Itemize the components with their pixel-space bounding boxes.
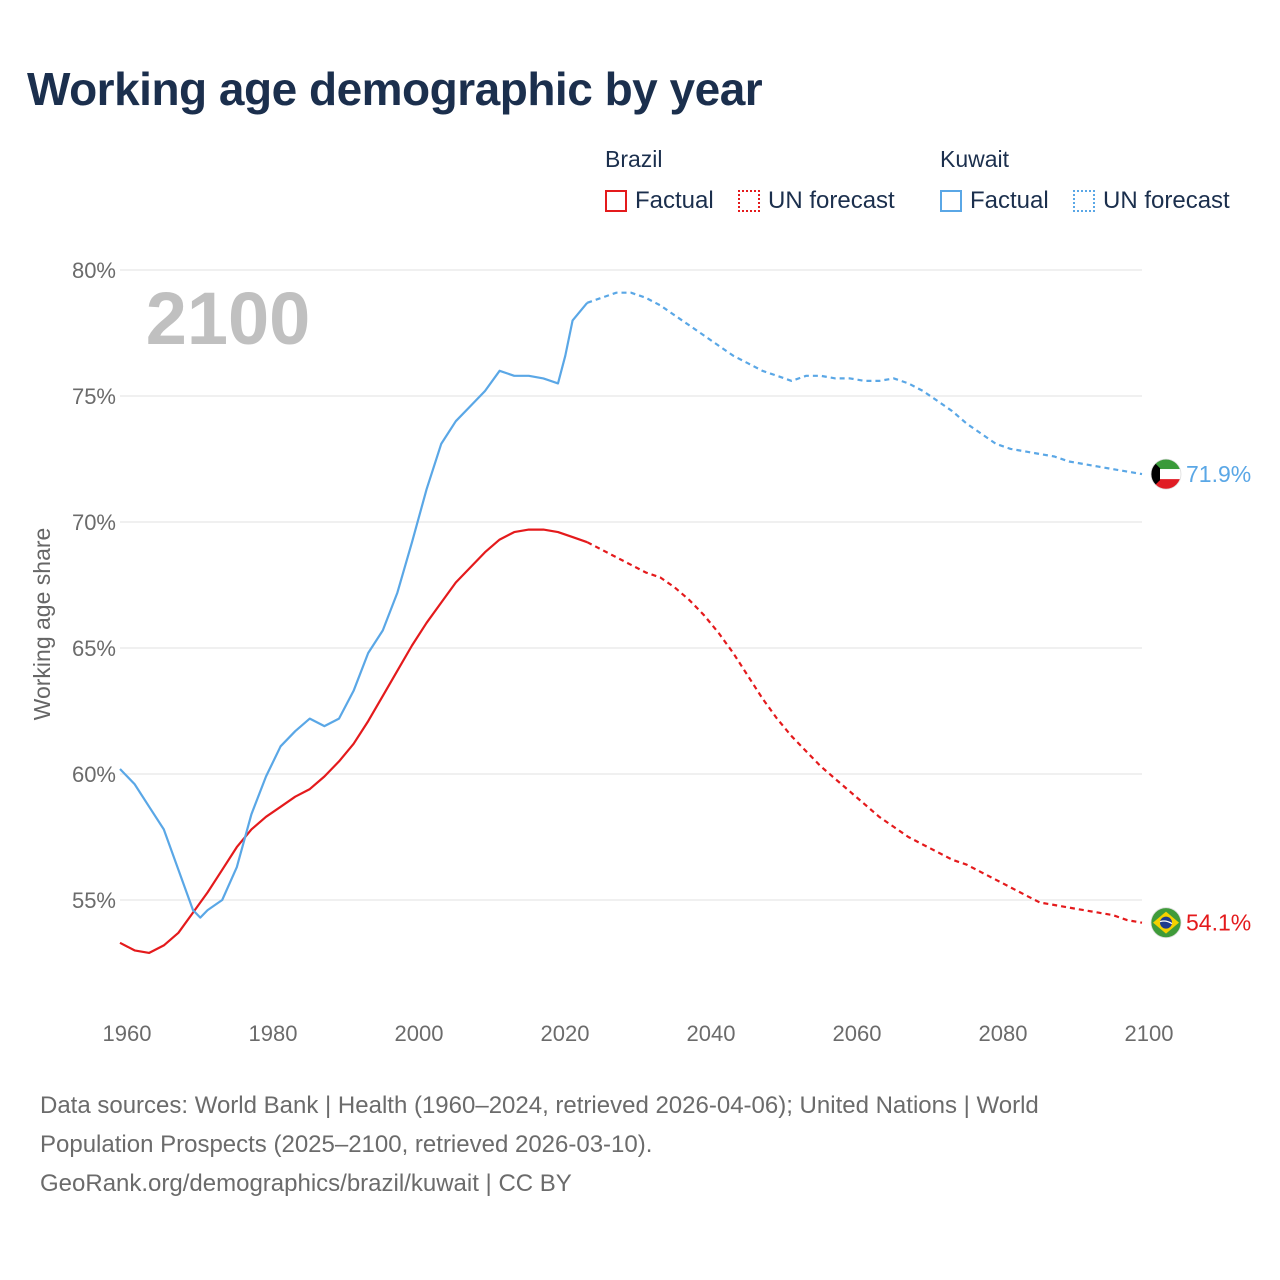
series-line-brazil-factual <box>119 528 588 954</box>
legend-label: UN forecast <box>1103 187 1230 214</box>
y-axis-ticks: 55% 60% 65% 70% 75% 80% <box>72 258 116 913</box>
legend-swatch-dotted <box>738 190 760 212</box>
x-tick-label: 1980 <box>249 1021 298 1046</box>
series-line-kuwait-forecast <box>586 291 1143 476</box>
series-lines <box>119 291 1143 954</box>
legend-group-brazil: Brazil <box>605 146 663 172</box>
legend-kuwait-factual[interactable]: Factual <box>940 186 1049 216</box>
line-chart: 2100 55% 60% 65% 70% 75% 80% 1960 1980 2000 2020… <box>29 258 1251 1046</box>
end-value-label-brazil: 54.1% <box>1186 910 1251 936</box>
x-tick-label: 2000 <box>395 1021 444 1046</box>
y-tick-label: 75% <box>72 384 116 409</box>
year-watermark: 2100 <box>146 277 311 360</box>
x-tick-label: 2060 <box>833 1021 882 1046</box>
legend-group-kuwait: Kuwait <box>940 146 1010 172</box>
x-tick-label: 2080 <box>979 1021 1028 1046</box>
legend-kuwait-forecast[interactable]: UN forecast <box>1073 186 1230 216</box>
source-link[interactable]: GeoRank.org/demographics/brazil/kuwait |… <box>40 1170 572 1197</box>
y-axis-label: Working age share <box>29 528 55 721</box>
legend-swatch-solid <box>940 190 962 212</box>
source-line-2: Population Prospects (2025–2100, retriev… <box>40 1131 653 1158</box>
end-markers: 54.1% 71.9% <box>1150 458 1251 939</box>
y-tick-label: 60% <box>72 762 116 787</box>
legend-swatch-dotted <box>1073 190 1095 212</box>
series-line-kuwait-factual <box>119 302 589 919</box>
y-tick-label: 55% <box>72 888 116 913</box>
y-tick-label: 80% <box>72 258 116 283</box>
legend-label: Factual <box>970 187 1049 214</box>
y-tick-label: 65% <box>72 636 116 661</box>
brazil-flag-icon <box>1150 907 1182 939</box>
y-tick-label: 70% <box>72 510 116 535</box>
legend-brazil-factual[interactable]: Factual <box>605 186 714 216</box>
legend-swatch-solid <box>605 190 627 212</box>
source-line-1: Data sources: World Bank | Health (1960–… <box>40 1092 1039 1119</box>
x-tick-label: 1960 <box>103 1021 152 1046</box>
legend-label: UN forecast <box>768 187 895 214</box>
x-tick-label: 2100 <box>1125 1021 1174 1046</box>
x-tick-label: 2040 <box>687 1021 736 1046</box>
legend-brazil-forecast[interactable]: UN forecast <box>738 186 895 216</box>
kuwait-flag-icon <box>1150 458 1182 490</box>
chart-title: Working age demographic by year <box>27 63 763 115</box>
end-value-label-kuwait: 71.9% <box>1186 461 1251 487</box>
data-source-footer: Data sources: World Bank | Health (1960–… <box>40 1086 1220 1203</box>
x-tick-label: 2020 <box>541 1021 590 1046</box>
series-line-brazil-forecast <box>586 541 1143 924</box>
legend-label: Factual <box>635 187 714 214</box>
grid-lines <box>120 269 1142 901</box>
x-axis-ticks: 1960 1980 2000 2020 2040 2060 2080 2100 <box>103 1021 1174 1046</box>
